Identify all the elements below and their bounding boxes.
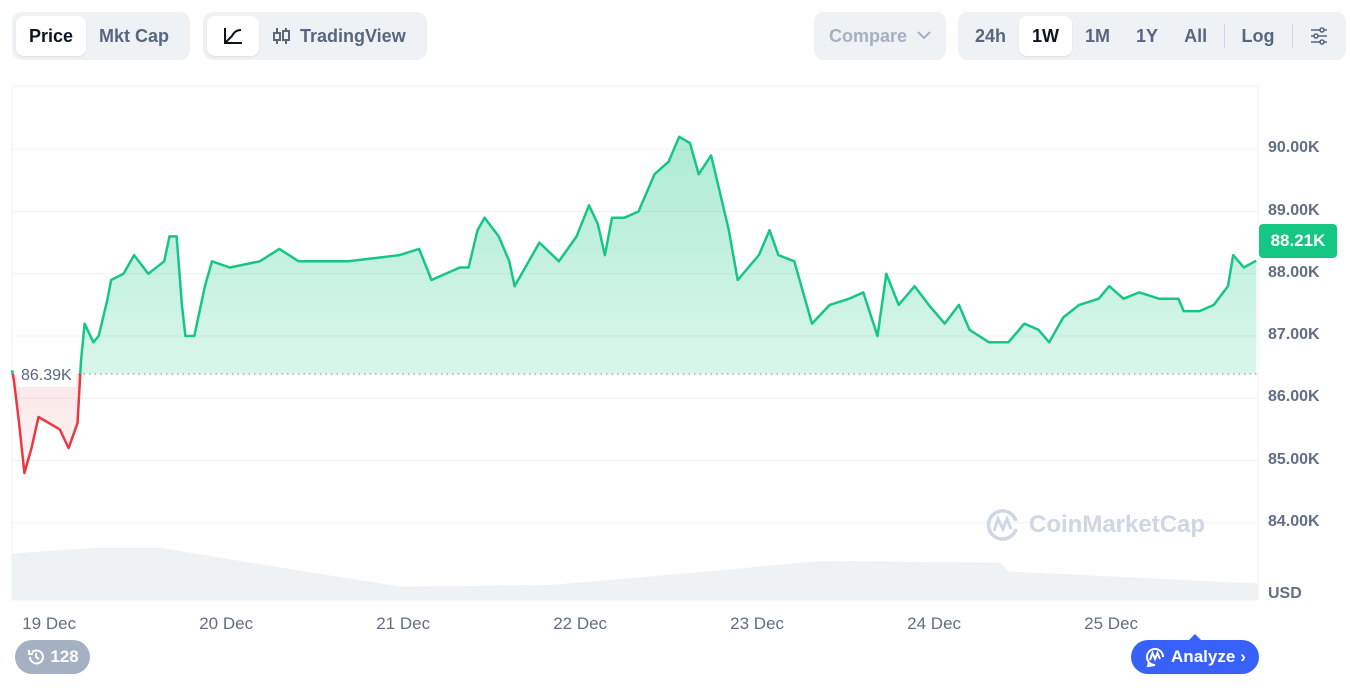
y-tick-label: 84.00K [1268,512,1320,530]
y-tick-label: 90.00K [1268,139,1320,157]
watermark-text: CoinMarketCap [1029,511,1206,538]
compare-dropdown[interactable]: Compare [814,12,946,60]
y-tick-label: 85.00K [1268,450,1320,468]
y-tick-label: 86.00K [1268,388,1320,406]
range-1w[interactable]: 1W [1019,16,1073,56]
y-tick-label: 88.00K [1268,263,1320,281]
x-tick-label: 20 Dec [199,614,254,633]
x-tick-label: 22 Dec [553,614,608,633]
current-price-tag: 88.21K [1259,224,1337,258]
range-all[interactable]: All [1184,25,1208,46]
chevron-down-icon [917,27,931,45]
chevron-right-icon: › [1240,647,1246,666]
volume-area [12,547,1258,600]
history-icon [28,649,45,665]
history-button[interactable]: 128 [15,640,90,674]
tradingview-label: TradingView [300,25,406,46]
y-tick-label: 87.00K [1268,326,1320,344]
candlestick-icon [273,28,290,44]
history-count: 128 [50,647,79,666]
price-area-down [12,374,81,473]
y-axis-unit: USD [1268,585,1302,602]
line-chart-button[interactable] [207,16,259,56]
range-1m[interactable]: 1M [1085,25,1111,46]
range-24h[interactable]: 24h [975,25,1007,46]
mktcap-tab[interactable]: Mkt Cap [99,25,170,46]
price-mktcap-toggle: Price Mkt Cap [12,12,190,60]
analyze-label: Analyze [1171,647,1236,666]
x-tick-label: 25 Dec [1084,614,1139,633]
tradingview-button[interactable]: TradingView [259,16,419,56]
line-chart-icon [224,28,242,44]
sliders-icon [1311,27,1327,45]
cmc-ai-icon [1146,648,1165,668]
compare-label: Compare [828,25,908,46]
log-scale-button[interactable]: Log [1241,25,1275,46]
price-line-up [10,135,1257,375]
y-tick-label: 89.00K [1268,201,1320,219]
x-tick-label: 24 Dec [907,614,962,633]
price-area-up [12,136,1257,375]
range-1y[interactable]: 1Y [1136,25,1159,46]
chart-type-toggle: TradingView [203,12,427,60]
x-tick-label: 19 Dec [22,614,77,633]
chart-settings-button[interactable] [1296,16,1342,56]
x-tick-label: 23 Dec [730,614,785,633]
cmc-logo-icon [986,509,1018,541]
x-tick-label: 21 Dec [376,614,431,633]
coinmarketcap-watermark: CoinMarketCap [985,507,1205,543]
analyze-button[interactable]: Analyze › [1131,634,1259,674]
range-selector: 24h 1W 1M 1Y All Log [958,12,1346,60]
baseline-price-label: 86.39K [17,365,76,387]
price-tab[interactable]: Price [16,16,87,56]
